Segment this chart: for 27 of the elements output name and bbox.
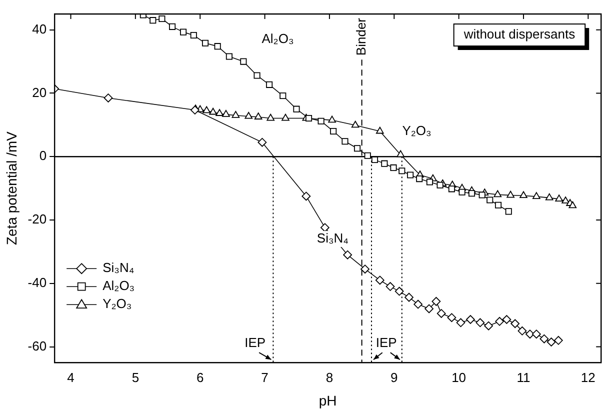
x-tick-label: 4 [67,370,74,385]
legend-label: Y₂O₃ [102,296,132,312]
annotation: Al₂O₃ [262,30,294,46]
y-tick-label: -40 [28,274,47,290]
annotation: IEP [376,335,397,350]
y-tick-label: -60 [28,338,47,354]
legend-label: Al₂O₃ [102,278,135,294]
x-tick-label: 12 [580,370,596,385]
x-tick-label: 5 [132,370,140,385]
x-tick-label: 6 [196,370,204,385]
x-tick-label: 10 [452,370,466,385]
legend-label: Si₃N₄ [102,260,134,276]
annotation: IEP [244,335,266,350]
x-tick-label: 9 [390,370,398,385]
y-tick-label: 0 [39,148,47,164]
y-tick-label: 20 [32,84,47,100]
x-tick-label: 7 [261,370,268,385]
x-axis-title: pH [318,392,337,408]
x-tick-label: 11 [516,370,530,385]
annotation: without dispersants [462,26,576,42]
x-tick-label: 8 [326,370,334,385]
annotation: Y₂O₃ [402,122,432,138]
y-tick-label: 40 [32,21,47,36]
annotation: Si₃N₄ [316,230,348,246]
y-axis-title: Zeta potential /mV [3,130,20,246]
y-tick-label: -20 [28,212,47,227]
ref-line-label: Binder [353,17,368,56]
